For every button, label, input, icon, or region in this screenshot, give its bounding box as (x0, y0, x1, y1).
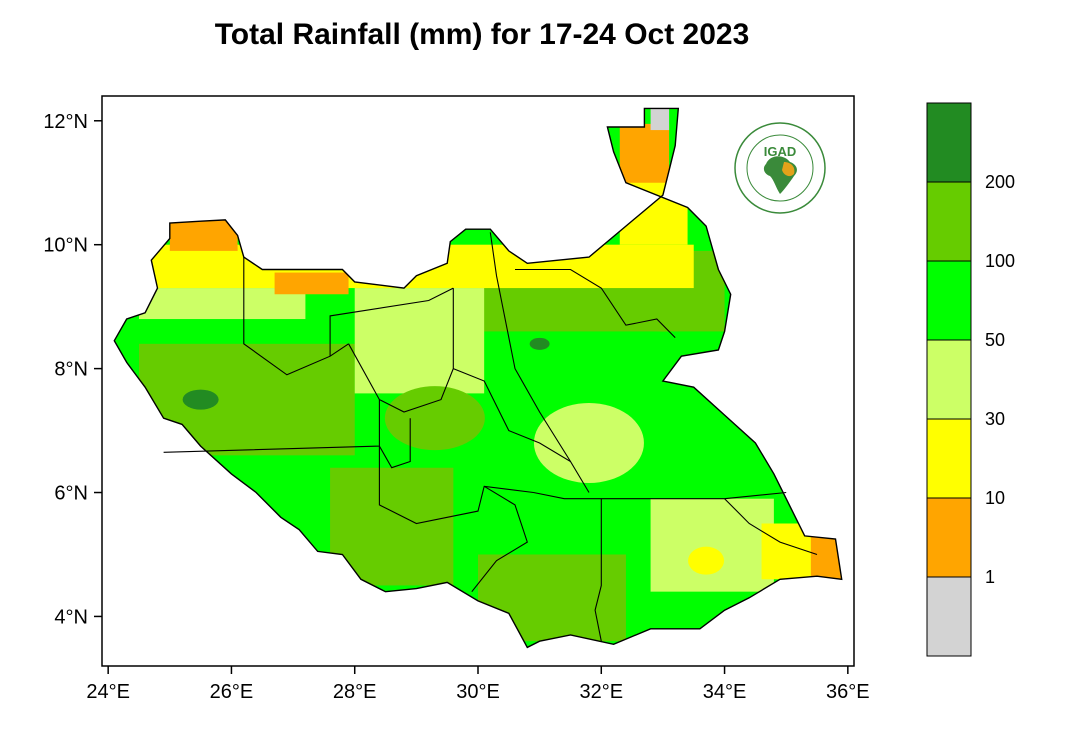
igad-logo: IGAD (734, 122, 826, 214)
horn-of-africa-icon (782, 162, 795, 177)
x-tick-label: 32°E (579, 681, 623, 703)
y-tick-label: 10°N (43, 235, 88, 257)
rainfall-cell (354, 288, 485, 394)
colorbar-swatch (926, 497, 972, 578)
colorbar-swatch (926, 576, 972, 657)
rainfall-cell (650, 108, 670, 131)
colorbar-label: 200 (985, 172, 1015, 192)
rainfall-cell (478, 554, 626, 642)
x-tick-label: 30°E (456, 681, 500, 703)
colorbar-swatch (926, 181, 972, 262)
x-tick-label: 36°E (826, 681, 870, 703)
colorbar-swatch (926, 418, 972, 499)
x-tick-label: 26°E (210, 681, 254, 703)
state-boundaries (163, 232, 818, 642)
colorbar-label: 30 (985, 409, 1005, 429)
y-tick-label: 12°N (43, 111, 88, 133)
rainfall-cell (330, 467, 454, 586)
rainfall-field (114, 108, 842, 648)
state-boundary (378, 446, 534, 525)
rainfall-cell (138, 343, 355, 456)
country-outline (113, 107, 843, 649)
state-boundary (348, 288, 454, 413)
rainfall-cell (810, 535, 842, 580)
state-boundary (378, 418, 411, 469)
logo-inner-ring (746, 134, 814, 202)
y-tick-label: 8°N (54, 359, 88, 381)
map-title: Total Rainfall (mm) for 17-24 Oct 2023 (214, 18, 750, 51)
rainfall-cell (622, 281, 703, 332)
state-boundary (243, 257, 349, 376)
x-tick-label: 28°E (333, 681, 377, 703)
colorbar-label: 100 (985, 251, 1015, 271)
colorbar-label: 10 (985, 488, 1005, 508)
rainfall-cell (274, 272, 349, 295)
y-axis: 12°N 10°N 8°N 6°N 4°N (43, 111, 102, 628)
rainfall-cell (182, 389, 219, 410)
state-boundary (594, 498, 602, 642)
state-boundary (471, 485, 528, 593)
state-boundary (724, 498, 818, 556)
state-boundary (453, 368, 590, 493)
rainfall-cell (384, 386, 485, 451)
colorbar-swatch (926, 260, 972, 341)
y-tick-label: 4°N (54, 606, 88, 628)
rainfall-cell (619, 123, 670, 183)
x-tick-label: 24°E (86, 681, 130, 703)
state-boundary (329, 287, 454, 357)
state-boundary (489, 232, 571, 462)
x-tick-label: 34°E (703, 681, 747, 703)
state-boundary (515, 268, 676, 338)
x-axis: 24°E 26°E 28°E 30°E 32°E 34°E 36°E (86, 666, 870, 703)
y-tick-label: 6°N (54, 483, 88, 505)
colorbar-swatch (926, 339, 972, 420)
colorbar-swatch (926, 102, 972, 183)
rainfall-cell (529, 337, 550, 350)
rainfall-cell (145, 244, 694, 289)
rainfall-cell (650, 498, 774, 592)
logo-text: IGAD (764, 144, 797, 159)
colorbar-label: 1 (985, 567, 995, 587)
colorbar-label: 50 (985, 330, 1005, 350)
colorbar: 200 100 50 30 10 1 (926, 102, 1015, 657)
rainfall-cell (533, 402, 644, 483)
rainfall-cell (688, 546, 725, 575)
